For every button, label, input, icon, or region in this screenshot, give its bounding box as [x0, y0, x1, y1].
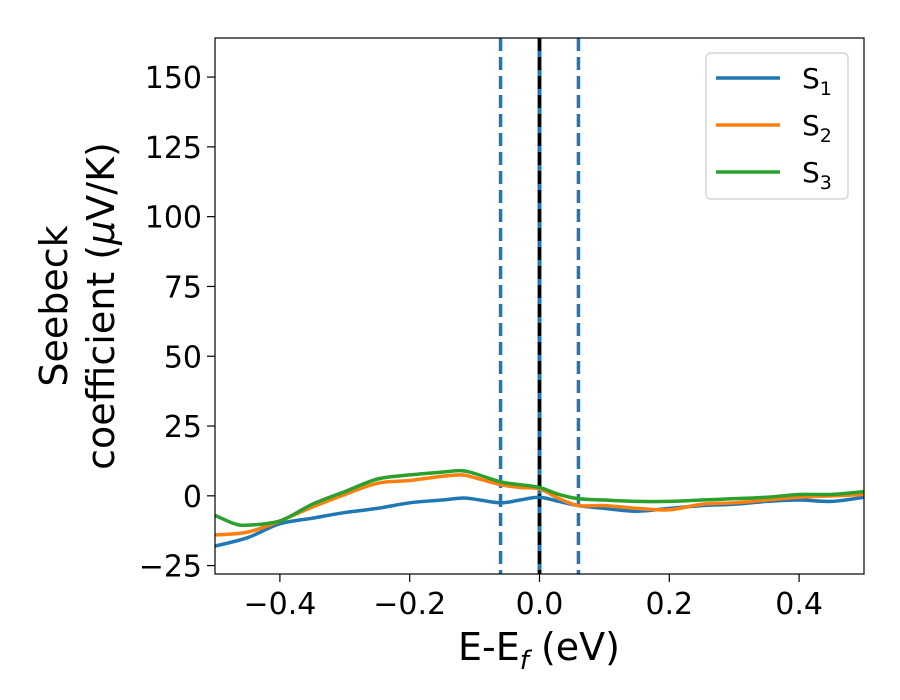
legend: S1 S2 S3 — [705, 52, 849, 200]
series-line-s2 — [215, 473, 864, 537]
y-axis-title-line1: Seebeck — [32, 225, 76, 386]
y-tick-label: 100 — [145, 201, 202, 236]
legend-label-s1: S1 — [802, 62, 832, 100]
y-tick-label: 50 — [164, 340, 202, 375]
y-tick-label: 75 — [164, 270, 202, 305]
series-lines — [215, 468, 864, 548]
y-tick-label: 25 — [164, 410, 202, 445]
y-tick-label: 125 — [145, 131, 202, 166]
y-axis: −25 0 25 50 75 100 125 150 — [139, 61, 215, 585]
y-tick-label: 0 — [183, 480, 202, 515]
x-tick-label: 0.2 — [645, 587, 693, 622]
x-tick-label: 0.4 — [775, 587, 823, 622]
series-line-s3 — [215, 468, 864, 528]
y-tick-label: 150 — [145, 61, 202, 96]
x-axis: −0.4 −0.2 0.0 0.2 0.4 — [243, 574, 823, 622]
legend-label-s2: S2 — [802, 109, 832, 147]
legend-label-s3: S3 — [802, 156, 832, 194]
x-tick-label: −0.2 — [373, 587, 446, 622]
y-axis-title-line2: coefficient (μV/K) — [79, 142, 123, 470]
y-tick-label: −25 — [139, 550, 202, 585]
x-axis-title: E-Ef (eV) — [458, 625, 620, 676]
x-tick-label: 0.0 — [516, 587, 564, 622]
x-tick-label: −0.4 — [243, 587, 316, 622]
